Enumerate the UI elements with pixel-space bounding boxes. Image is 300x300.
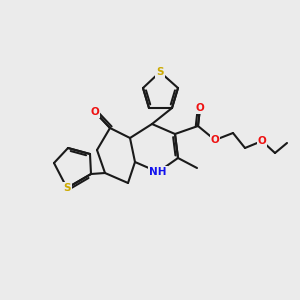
Text: O: O [196,103,204,113]
Text: S: S [156,67,164,77]
Text: S: S [63,183,71,193]
Text: O: O [91,107,99,117]
Text: NH: NH [149,167,167,177]
Text: O: O [258,136,266,146]
Text: O: O [211,135,219,145]
